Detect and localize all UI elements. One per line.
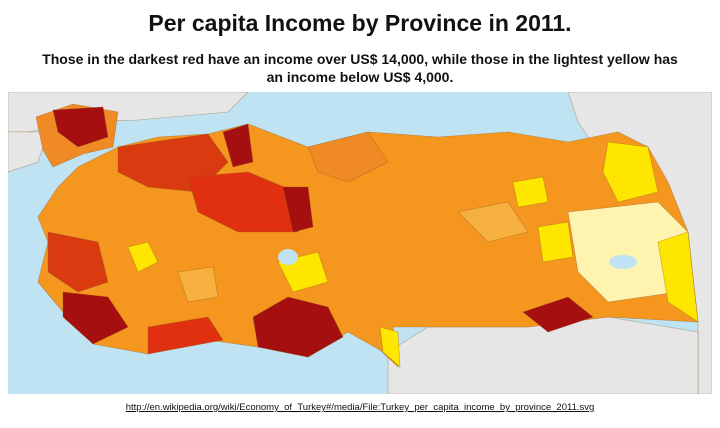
source-link[interactable]: http://en.wikipedia.org/wiki/Economy_of_… [125,402,595,413]
region [307,131,389,183]
region [602,141,659,203]
region [177,266,219,303]
neighbour-land [387,316,699,394]
region [147,316,224,355]
region [457,201,529,243]
lake [609,255,637,269]
region [187,171,309,233]
region [657,231,699,323]
region [252,296,344,358]
region [52,106,109,148]
region [522,296,594,333]
region [222,123,254,168]
title: Per capita Income by Province in 2011. [148,10,572,36]
region [127,241,159,273]
region [47,231,109,293]
region [379,326,401,368]
region [62,291,129,345]
region [537,221,574,263]
map [8,92,712,394]
region [282,186,314,233]
neighbour-land [8,131,49,173]
region [512,176,549,208]
lake [278,249,298,265]
subtitle: Those in the darkest red have an income … [42,51,678,85]
